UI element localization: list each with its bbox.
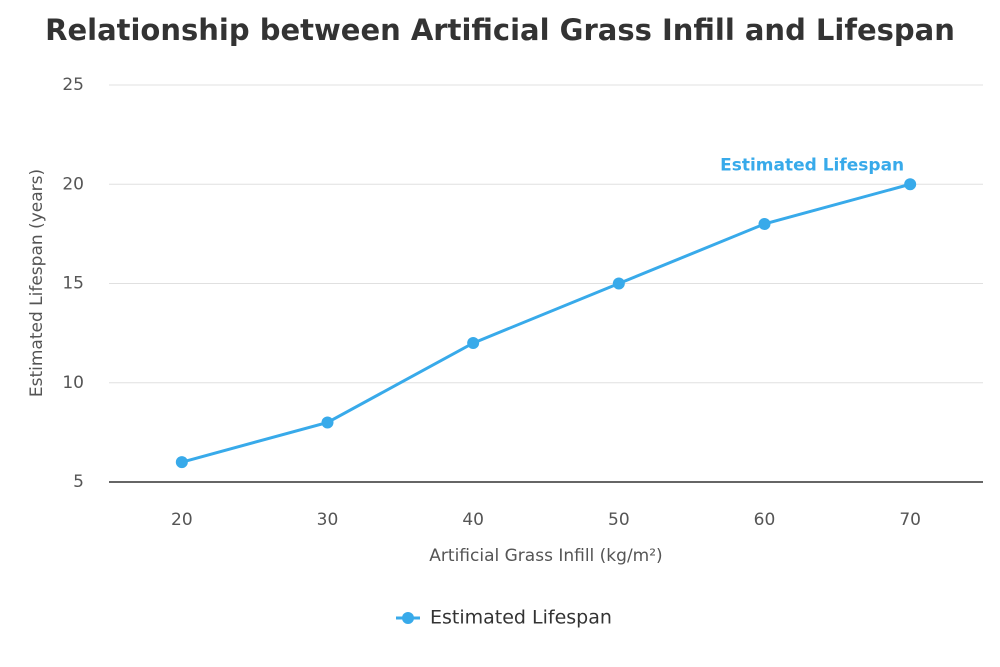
x-tick-label: 30	[317, 510, 339, 530]
y-tick-label: 25	[62, 75, 84, 95]
x-tick-label: 20	[171, 510, 193, 530]
point	[612, 277, 625, 290]
x-tick-label: 70	[899, 510, 921, 530]
point	[321, 416, 334, 429]
x-tick-label: 40	[462, 510, 484, 530]
point	[758, 217, 771, 230]
y-axis-title: Estimated Lifespan (years)	[27, 169, 47, 397]
y-tick-label: 10	[62, 373, 84, 393]
x-tick-label: 60	[754, 510, 776, 530]
point	[175, 456, 188, 469]
y-tick-label: 5	[73, 472, 84, 492]
line	[181, 182, 911, 464]
y-tick-label: 20	[62, 174, 84, 194]
x-tick-label: 50	[608, 510, 630, 530]
series-label: Estimated Lifespan	[720, 155, 904, 175]
y-tick-label: 15	[62, 274, 84, 294]
point	[467, 337, 480, 350]
x-axis-title: Artificial Grass Infill (kg/m²)	[429, 546, 662, 566]
legend-label: Estimated Lifespan	[430, 607, 612, 629]
point	[904, 178, 917, 191]
chart-title: Relationship between Artificial Grass In…	[45, 13, 955, 47]
legend-swatch	[402, 612, 414, 624]
